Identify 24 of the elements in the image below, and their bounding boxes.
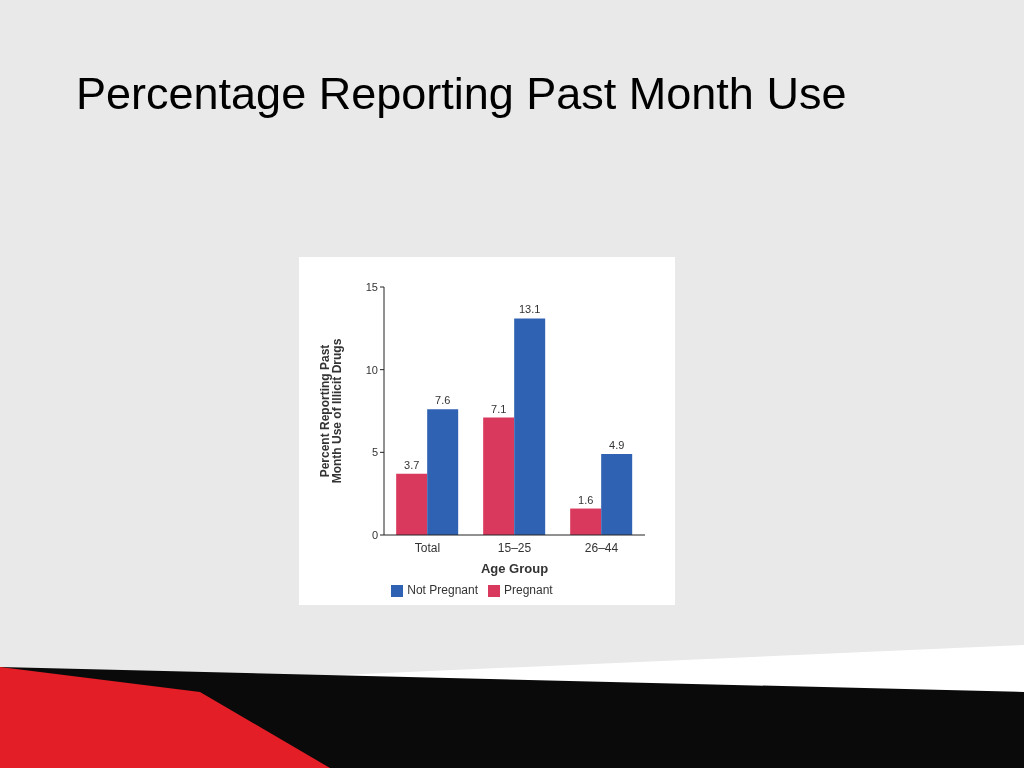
y-tick-label: 15	[365, 280, 378, 293]
bar	[514, 318, 546, 535]
data-label: 7.1	[491, 402, 507, 415]
bar	[396, 473, 428, 535]
y-tick-label: 0	[371, 528, 378, 541]
legend-label: Pregnant	[504, 583, 553, 597]
chart-title: Percentage Reporting Past Month Use	[76, 68, 847, 120]
bar	[483, 417, 515, 535]
data-label: 1.6	[578, 493, 594, 506]
data-label: 4.9	[609, 438, 625, 451]
data-label: 7.6	[435, 394, 451, 407]
legend-label: Not Pregnant	[407, 583, 478, 597]
bar	[601, 453, 633, 535]
bar	[427, 409, 459, 535]
x-tick-label: Total	[414, 540, 441, 555]
x-axis-title: Age Group	[480, 561, 549, 576]
x-tick-label: 15–25	[497, 540, 532, 555]
data-label: 3.7	[404, 458, 420, 471]
y-tick-label: 5	[371, 446, 378, 459]
y-tick-label: 10	[365, 363, 378, 376]
bar	[570, 508, 602, 535]
y-axis-title: Percent Reporting Past Month Use of Illicit Drugs	[318, 338, 345, 484]
x-tick-label: 26–44	[584, 540, 619, 555]
data-label: 13.1	[518, 303, 541, 316]
